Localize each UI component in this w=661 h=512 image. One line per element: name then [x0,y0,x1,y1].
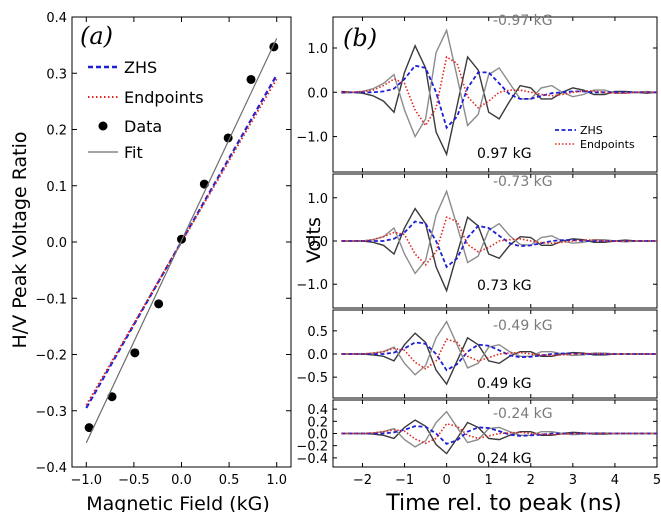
subpanel-2: −1.0 0.0 1.0 -0.73 kG 0.73 kG [296,173,658,309]
series-line-fit [85,38,278,444]
x-tick-label-b: −2 [353,473,372,488]
legend-label-b: ZHS [580,124,603,137]
trace-endpoints [341,55,657,127]
y-tick-label-b: −0.5 [296,371,328,386]
x-tick-label-a: 0.0 [171,473,192,488]
x-tick-label-b: 4 [611,473,619,488]
y-tick-label-b: −1.0 [296,131,328,146]
y-tick-label-b: −1.0 [296,278,328,293]
subpanel-1: −1.0 0.0 1.0 -0.97 kG 0.97 kG [296,13,658,173]
x-tick-label-a: −1.0 [70,473,102,488]
y-tick-label-b: 1.0 [307,192,328,207]
trace-data-+b [341,332,657,386]
trace-endpoints [341,422,657,445]
subpanel-4: −0.4−0.20.00.20.4 -0.24 kG 0.24 kG [296,399,658,468]
field-label-positive: 0.97 kG [477,146,532,162]
y-tick-label-b: 0.2 [307,415,328,430]
data-point [154,299,164,309]
trace-data--b [341,28,658,139]
y-tick-label-a: 0.4 [46,11,67,26]
x-tick-label-a: 1.0 [266,473,287,488]
trace-data-+b [341,207,657,293]
data-point [246,74,256,84]
x-tick-label-b: 0 [442,473,450,488]
data-point [84,423,94,433]
trace-zhs [341,341,657,372]
trace-data-+b [341,419,657,455]
y-tick-label-b: −0.2 [296,440,328,455]
trace-data-+b [341,44,658,157]
panel-b: −1.0 0.0 1.0 -0.97 kG 0.97 kG −1.0 0.0 1.0 -0.73… [296,13,661,488]
x-axis-label-a: Magnetic Field (kG) [86,493,270,512]
trace-data--b [341,189,657,275]
y-tick-label-b: 1.0 [307,42,328,57]
axes-frame-b [332,16,658,173]
data-point [107,392,117,402]
y-tick-label-a: −0.2 [35,349,67,364]
trace-zhs [341,425,657,445]
trace-data--b [341,320,657,376]
y-tick-label-a: 0.2 [46,124,67,139]
trace-zhs [341,220,657,269]
legend-label: Endpoints [124,88,204,107]
x-tick-label-b: 2 [527,473,535,488]
y-axis-label-b: Volts [303,217,325,263]
y-tick-label-b: 0.4 [307,403,328,418]
trace-endpoints [341,216,657,267]
y-tick-label-b: −0.4 [296,452,328,467]
x-axis-label-b: Time rel. to peak (ns) [385,491,621,512]
y-tick-label-a: −0.4 [35,461,67,476]
y-tick-label-b: 0.0 [307,428,328,443]
y-axis-label-a: H/V Peak Voltage Ratio [9,132,31,349]
x-tick-label-b: 3 [569,473,577,488]
legend-label: Fit [124,143,143,162]
y-tick-label-b: 0.0 [307,235,328,250]
x-tick-label-b: 1 [485,473,493,488]
y-tick-label-b: 0.0 [307,86,328,101]
subpanel-3: −0.5 0.0 0.5 -0.49 kG 0.49 kG [296,309,658,399]
field-label-positive: 0.24 kG [477,451,532,467]
y-tick-label-a: −0.3 [35,405,67,420]
trace-endpoints [341,338,657,370]
y-tick-label-a: 0.0 [46,236,67,251]
x-tick-label-b: 5 [653,473,661,488]
y-tick-label-b: 0.0 [307,348,328,363]
y-tick-label-a: 0.3 [46,67,67,82]
legend-marker-data [98,121,108,131]
legend-label-b: Endpoints [580,138,635,151]
legend-label: ZHS [124,58,157,77]
field-label-negative: -0.73 kG [493,174,553,190]
data-point [130,348,140,358]
x-tick-label-a: −0.5 [118,473,150,488]
y-tick-label-b: 0.5 [307,325,328,340]
y-tick-label-a: −0.1 [35,292,67,307]
x-tick-label-a: 0.5 [219,473,240,488]
x-tick-label-b: −1 [395,473,414,488]
panel-label-a: (a) [80,22,113,50]
y-tick-label-a: 0.1 [46,180,67,195]
field-label-negative: -0.24 kG [493,406,553,422]
field-label-positive: 0.49 kG [477,376,532,392]
field-label-positive: 0.73 kG [477,278,532,294]
legend-label: Data [124,117,162,136]
panel-label-b: (b) [343,24,377,52]
panel-a: −1.0 −0.5 0.0 0.5 1.0 −0.4 −0.3 −0.2 −0.1 0.0 0.1 0… [35,11,292,488]
field-label-negative: -0.49 kG [493,318,553,334]
field-label-negative: -0.97 kG [493,13,553,29]
